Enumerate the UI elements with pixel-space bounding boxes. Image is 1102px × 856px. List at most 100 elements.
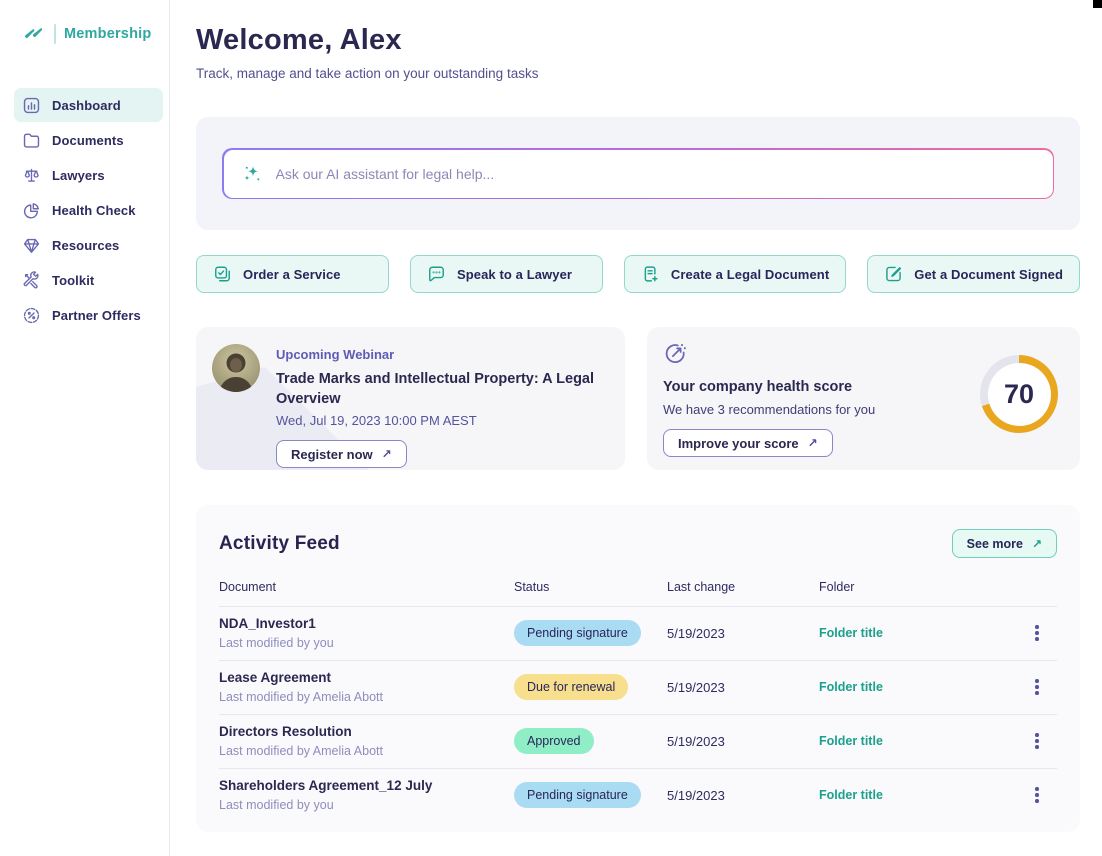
folder-link[interactable]: Folder title — [819, 680, 883, 694]
activity-feed-title: Activity Feed — [219, 532, 340, 554]
folder-link[interactable]: Folder title — [819, 788, 883, 802]
ai-assistant-card — [196, 117, 1080, 230]
health-score-info: Your company health score We have 3 reco… — [663, 341, 875, 470]
webinar-datetime: Wed, Jul 19, 2023 10:00 PM AEST — [276, 413, 477, 428]
webinar-title: Trade Marks and Intellectual Property: A… — [276, 371, 595, 407]
folder-link[interactable]: Folder title — [819, 734, 883, 748]
table-row[interactable]: Directors Resolution Last modified by Am… — [219, 714, 1057, 768]
folder-link[interactable]: Folder title — [819, 626, 883, 640]
table-row[interactable]: NDA_Investor1 Last modified by you Pendi… — [219, 606, 1057, 660]
document-cell: NDA_Investor1 Last modified by you — [219, 616, 514, 650]
last-change-date: 5/19/2023 — [667, 679, 725, 695]
see-more-label: See more — [966, 536, 1023, 551]
speak-to-a-lawyer-button[interactable]: Speak to a Lawyer — [409, 255, 603, 293]
document-cell: Shareholders Agreement_12 July Last modi… — [219, 778, 514, 812]
table-header-row: Document Status Last change Folder — [219, 580, 1057, 606]
health-score-title: Your company health score — [663, 379, 853, 395]
activity-feed-header: Activity Feed See more ↗ — [219, 529, 1057, 558]
create-legal-document-button[interactable]: Create a Legal Document — [623, 255, 847, 293]
document-name: Shareholders Agreement_12 July — [219, 778, 433, 793]
status-badge: Due for renewal — [514, 674, 629, 700]
last-change-date: 5/19/2023 — [667, 625, 725, 641]
sidebar-item-dashboard[interactable]: Dashboard — [14, 88, 163, 122]
main-content: Welcome, Alex Track, manage and take act… — [170, 0, 1102, 856]
sidebar-item-label: Partner Offers — [52, 307, 141, 323]
membership-logo-icon — [22, 22, 46, 46]
table-row[interactable]: Lease Agreement Last modified by Amelia … — [219, 660, 1057, 714]
page-title: Welcome, Alex — [196, 24, 402, 56]
row-menu-button[interactable] — [1025, 675, 1049, 699]
sidebar-item-label: Lawyers — [52, 167, 105, 183]
row-menu-button[interactable] — [1025, 729, 1049, 753]
webinar-eyebrow: Upcoming Webinar — [276, 347, 395, 362]
page-subtitle: Track, manage and take action on your ou… — [196, 66, 539, 81]
ai-input-container — [223, 149, 1053, 198]
improve-your-score-button[interactable]: Improve your score ↗ — [663, 429, 833, 457]
resources-icon — [22, 236, 41, 255]
order-service-icon — [213, 265, 232, 284]
sidebar-item-partner-offers[interactable]: Partner Offers — [14, 298, 163, 332]
screenshot-artifact — [1093, 0, 1102, 8]
sidebar-item-label: Resources — [52, 237, 120, 253]
quick-action-label: Speak to a Lawyer — [456, 266, 573, 282]
health-score-ring: 70 — [980, 355, 1058, 433]
document-name: Directors Resolution — [219, 724, 352, 739]
status-badge: Approved — [514, 728, 594, 754]
document-modified-by: Last modified by you — [219, 636, 334, 650]
document-name: Lease Agreement — [219, 670, 332, 685]
sidebar-item-lawyers[interactable]: Lawyers — [14, 158, 163, 192]
last-change-date: 5/19/2023 — [667, 733, 725, 749]
improve-score-label: Improve your score — [678, 435, 799, 451]
order-a-service-button[interactable]: Order a Service — [196, 255, 389, 293]
sidebar-item-resources[interactable]: Resources — [14, 228, 163, 262]
sidebar-item-documents[interactable]: Documents — [14, 123, 163, 157]
column-header-status: Status — [514, 580, 550, 594]
info-cards-row: Upcoming Webinar Trade Marks and Intelle… — [196, 327, 1080, 470]
sidebar-item-health-check[interactable]: Health Check — [14, 193, 163, 227]
status-badge: Pending signature — [514, 620, 641, 646]
register-now-button[interactable]: Register now ↗ — [276, 440, 407, 468]
quick-actions-row: Order a Service Speak to a Lawyer — [196, 255, 1080, 293]
row-menu-button[interactable] — [1025, 621, 1049, 645]
status-badge: Pending signature — [514, 782, 641, 808]
brand-logo[interactable]: Membership — [14, 22, 163, 46]
quick-action-label: Order a Service — [243, 266, 341, 282]
document-modified-by: Last modified by Amelia Abott — [219, 744, 383, 758]
brand-name: Membership — [64, 26, 152, 42]
column-header-folder: Folder — [819, 580, 855, 594]
document-name: NDA_Investor1 — [219, 616, 316, 631]
see-more-button[interactable]: See more ↗ — [951, 529, 1057, 558]
quick-action-label: Create a Legal Document — [670, 266, 830, 282]
ai-assistant-input[interactable] — [275, 165, 1035, 182]
arrow-up-right-icon: ↗ — [807, 436, 818, 450]
gauge-icon — [663, 341, 875, 366]
sparkle-icon — [242, 163, 264, 185]
ai-input-gradient-border — [222, 148, 1054, 199]
document-cell: Lease Agreement Last modified by Amelia … — [219, 670, 514, 704]
sidebar-nav: Dashboard Documents Lawy — [14, 88, 163, 332]
brand-divider — [54, 24, 56, 44]
document-cell: Directors Resolution Last modified by Am… — [219, 724, 514, 758]
partner-offers-icon — [22, 306, 41, 325]
get-document-signed-button[interactable]: Get a Document Signed — [867, 255, 1080, 293]
sidebar-item-label: Health Check — [52, 202, 136, 218]
column-header-last-change: Last change — [667, 580, 736, 594]
sidebar-item-label: Toolkit — [52, 272, 95, 288]
chat-bubble-icon — [427, 265, 446, 284]
health-score-card: Your company health score We have 3 reco… — [647, 327, 1080, 470]
health-check-icon — [22, 201, 41, 220]
webinar-speaker-avatar — [212, 344, 260, 392]
register-now-label: Register now — [291, 446, 373, 462]
sidebar: Membership Dashboard Documents — [0, 0, 170, 856]
lawyers-icon — [22, 166, 41, 185]
documents-icon — [22, 131, 41, 150]
activity-feed-card: Activity Feed See more ↗ Document Status… — [196, 505, 1080, 832]
dashboard-icon — [22, 96, 41, 115]
sidebar-item-toolkit[interactable]: Toolkit — [14, 263, 163, 297]
row-menu-button[interactable] — [1025, 783, 1049, 807]
arrow-up-right-icon: ↗ — [381, 447, 392, 461]
table-row[interactable]: Shareholders Agreement_12 July Last modi… — [219, 768, 1057, 822]
document-plus-icon — [641, 265, 660, 284]
webinar-info: Upcoming Webinar Trade Marks and Intelle… — [276, 344, 596, 470]
